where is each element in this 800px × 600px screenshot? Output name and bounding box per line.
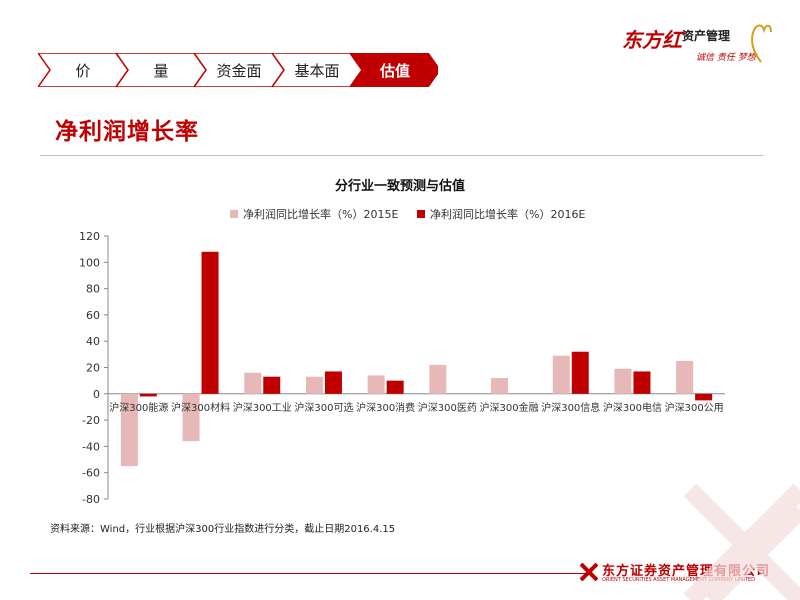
bar-0-9 xyxy=(676,360,694,394)
bar-0-2 xyxy=(244,372,262,394)
y-tick-label-8: 80 xyxy=(86,283,100,296)
nav-chevron-2 xyxy=(193,53,285,87)
x-tick-label-1: 沪深300材料 xyxy=(171,401,230,414)
brand-logo: 东方红 资产管理 诚信 责任 梦想 xyxy=(622,20,772,70)
source-note: 资料来源：Wind，行业根据沪深300行业指数进行分类，截止日期2016.4.1… xyxy=(50,524,396,535)
brand-slogan: 诚信 责任 梦想 xyxy=(696,53,756,63)
y-tick-label-1: -60 xyxy=(82,467,100,480)
y-tick-label-7: 60 xyxy=(86,309,100,322)
title-divider xyxy=(40,155,763,156)
chart-title: 分行业一致预测与估值 xyxy=(334,179,465,194)
y-tick-label-0: -80 xyxy=(82,493,100,506)
legend-label-0: 净利润同比增长率（%）2015E xyxy=(243,207,398,221)
bar-0-5 xyxy=(429,364,447,394)
heart-icon xyxy=(751,24,772,63)
decorative-cross-icon xyxy=(683,483,800,600)
y-tick-label-4: 0 xyxy=(93,388,100,401)
nav-tab-2[interactable]: 资金面 xyxy=(216,61,262,80)
brand-sub: 资产管理 xyxy=(682,29,731,43)
brand-name: 东方红 xyxy=(622,28,682,52)
legend-label-1: 净利润同比增长率（%）2016E xyxy=(430,207,585,221)
bar-chart: 净利润同比增长率（%）2015E 净利润同比增长率（%）2016E -80 -60 -4… xyxy=(79,207,725,506)
bar-0-7 xyxy=(552,355,570,394)
bar-1-0 xyxy=(139,393,157,397)
nav-chevrons xyxy=(38,53,438,87)
section-nav: 价 量 资金面 基本面 估值 xyxy=(38,53,438,87)
bar-0-8 xyxy=(614,368,632,394)
y-tick-label-10: 120 xyxy=(79,230,100,243)
bar-1-8 xyxy=(633,371,651,394)
x-tick-label-3: 沪深300可选 xyxy=(294,401,353,414)
y-tick-label-2: -40 xyxy=(82,440,100,453)
x-tick-label-6: 沪深300金融 xyxy=(480,401,539,414)
nav-tab-1[interactable]: 量 xyxy=(153,61,169,80)
bar-0-4 xyxy=(367,375,385,394)
x-tick-label-2: 沪深300工业 xyxy=(233,401,292,414)
x-tick-label-0: 沪深300能源 xyxy=(109,401,168,414)
y-tick-label-3: -20 xyxy=(82,414,100,427)
x-tick-label-5: 沪深300医药 xyxy=(418,401,477,414)
bar-1-3 xyxy=(324,371,342,394)
nav-tab-4[interactable]: 估值 xyxy=(379,61,410,80)
nav-tab-0[interactable]: 价 xyxy=(75,61,91,80)
nav-tab-3[interactable]: 基本面 xyxy=(294,61,340,80)
x-tick-label-9: 沪深300公用 xyxy=(665,401,724,414)
bar-1-9 xyxy=(695,393,713,401)
y-tick-label-6: 40 xyxy=(86,335,100,348)
company-logo-icon xyxy=(580,563,598,581)
page-title: 净利润增长率 xyxy=(55,119,199,145)
company-name-en: ORIENT SECURITIES ASSET MANAGEMENT COMPA… xyxy=(602,577,755,583)
legend-swatch-1 xyxy=(417,210,425,218)
nav-chevron-1 xyxy=(115,53,207,87)
bar-0-3 xyxy=(305,376,323,394)
y-tick-label-9: 100 xyxy=(79,256,100,269)
legend-swatch-0 xyxy=(230,210,238,218)
x-tick-label-4: 沪深300消费 xyxy=(356,401,415,414)
bar-0-6 xyxy=(491,378,509,394)
bar-1-7 xyxy=(571,351,589,394)
bar-1-2 xyxy=(263,376,281,394)
x-tick-label-8: 沪深300电信 xyxy=(603,401,662,414)
nav-chevron-0 xyxy=(38,53,129,87)
y-tick-label-5: 20 xyxy=(86,362,100,375)
bar-1-4 xyxy=(386,380,404,394)
nav-chevron-4 xyxy=(349,53,438,87)
bar-1-1 xyxy=(201,251,219,394)
bar-0-0 xyxy=(120,393,138,467)
x-tick-label-7: 沪深300信息 xyxy=(541,401,600,414)
bar-0-1 xyxy=(182,393,200,442)
footer-divider xyxy=(30,573,590,574)
nav-chevron-3 xyxy=(271,53,363,87)
